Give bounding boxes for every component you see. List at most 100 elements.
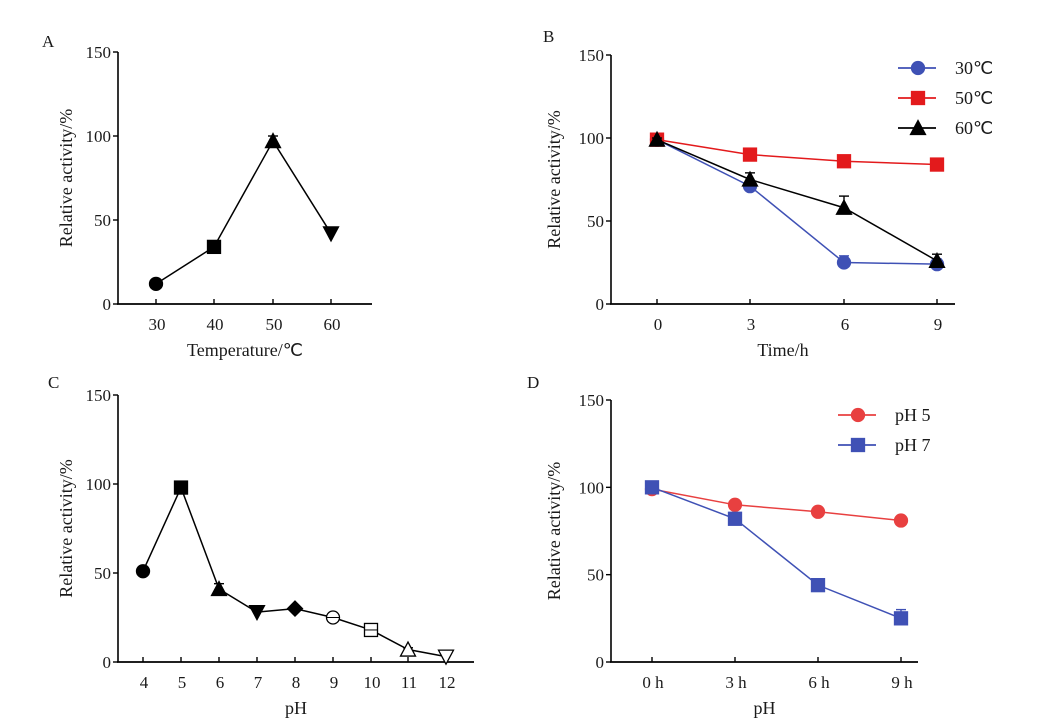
data-point (928, 251, 946, 268)
panel-b: B 0 50 100 150 0 3 6 9 Time/h Relative activity/% 3… (543, 27, 993, 360)
x-tick-label: 3 (747, 315, 756, 334)
legend-item: 60℃ (898, 118, 993, 138)
series-line (656, 138, 938, 265)
x-tick-label: 6 (216, 673, 225, 692)
legend: 30℃ 50℃ 60℃ (898, 58, 993, 138)
data-point (206, 239, 222, 255)
y-tick-label: 0 (596, 295, 605, 314)
panel-d: D 0 50 100 150 0 h 3 h 6 h 9 h pH Relative activit… (527, 373, 931, 718)
x-tick-label: 60 (324, 315, 341, 334)
data-point (644, 480, 660, 495)
data-point (248, 605, 266, 622)
data-point (835, 198, 853, 215)
data-point (264, 132, 282, 149)
data-point (836, 255, 852, 270)
series-activity (135, 480, 455, 666)
panel-label: D (527, 373, 539, 392)
series-line (656, 138, 938, 166)
panel-label: C (48, 373, 59, 392)
y-axis-title: Relative activity/% (544, 462, 564, 600)
y-tick-label: 50 (587, 212, 604, 231)
y-tick-label: 100 (86, 127, 112, 146)
legend: pH 5 pH 7 (838, 405, 931, 455)
y-tick-label: 100 (86, 475, 112, 494)
legend-marker (910, 60, 926, 76)
data-point (741, 170, 759, 187)
panel-label: A (42, 32, 55, 51)
data-point (437, 649, 455, 666)
x-tick-label: 9 (934, 315, 943, 334)
legend-label: 50℃ (955, 88, 993, 108)
data-point (929, 157, 945, 172)
y-tick-label: 150 (579, 46, 605, 65)
x-tick-label: 9 h (891, 673, 913, 692)
legend-label: 30℃ (955, 58, 993, 78)
x-tick-label: 0 h (642, 673, 664, 692)
data-point (148, 276, 164, 291)
legend-label: 60℃ (955, 118, 993, 138)
x-tick-label: 11 (401, 673, 417, 692)
data-point (727, 497, 743, 512)
series-60℃ (648, 130, 946, 268)
series-30℃ (649, 132, 945, 272)
x-tick-label: 5 (178, 673, 187, 692)
data-point (810, 577, 826, 593)
y-axis-title: Relative activity/% (56, 459, 76, 597)
legend-item: pH 7 (838, 435, 931, 455)
x-axis-title: pH (285, 698, 307, 718)
y-tick-label: 150 (579, 391, 605, 410)
legend-item: pH 5 (838, 405, 931, 425)
x-axis-title: Temperature/℃ (187, 340, 303, 360)
data-point (893, 513, 909, 528)
data-point (173, 480, 189, 495)
series-line (651, 488, 902, 522)
x-tick-label: 4 (140, 673, 149, 692)
y-tick-label: 0 (103, 653, 112, 672)
legend-item: 50℃ (898, 88, 993, 108)
x-tick-label: 40 (207, 315, 224, 334)
panel-a: A 0 50 100 150 30 40 50 60 Temperature/℃ Relative … (42, 32, 372, 360)
y-tick-label: 0 (596, 653, 605, 672)
y-tick-label: 50 (587, 566, 604, 585)
legend-item: 30℃ (898, 58, 993, 78)
y-tick-label: 150 (86, 43, 112, 62)
legend-marker (850, 407, 866, 423)
x-tick-label: 30 (149, 315, 166, 334)
legend-label: pH 7 (895, 435, 931, 455)
data-point (648, 130, 666, 147)
series-activity (148, 132, 340, 291)
x-axis-title: Time/h (757, 340, 808, 360)
x-tick-label: 12 (439, 673, 456, 692)
series-line (656, 138, 938, 262)
x-tick-label: 8 (292, 673, 301, 692)
legend-marker (909, 119, 927, 136)
y-tick-label: 50 (94, 564, 111, 583)
legend-label: pH 5 (895, 405, 931, 425)
x-tick-label: 3 h (725, 673, 747, 692)
data-point (893, 611, 909, 626)
x-tick-label: 50 (266, 315, 283, 334)
legend-marker (850, 437, 866, 453)
x-tick-label: 6 (841, 315, 850, 334)
data-point (210, 580, 228, 597)
y-tick-label: 100 (579, 129, 605, 148)
x-tick-label: 9 (330, 673, 339, 692)
data-point (399, 640, 417, 657)
data-point (322, 226, 340, 243)
panel-label: B (543, 27, 554, 46)
x-tick-label: 6 h (808, 673, 830, 692)
data-point (742, 147, 758, 162)
series-50℃ (649, 132, 945, 172)
x-axis-title: pH (754, 698, 776, 718)
legend-marker (910, 90, 926, 106)
x-tick-label: 7 (254, 673, 263, 692)
y-tick-label: 0 (103, 295, 112, 314)
x-tick-label: 0 (654, 315, 663, 334)
series-line (142, 485, 447, 658)
data-point (727, 511, 743, 526)
y-tick-label: 150 (86, 386, 112, 405)
y-axis-title: Relative activity/% (544, 110, 564, 248)
panel-c: C 0 50 100 150 4 5 6 7 8 9 10 11 12 pH Relative activit… (48, 373, 474, 718)
y-axis-title: Relative activity/% (56, 109, 76, 247)
